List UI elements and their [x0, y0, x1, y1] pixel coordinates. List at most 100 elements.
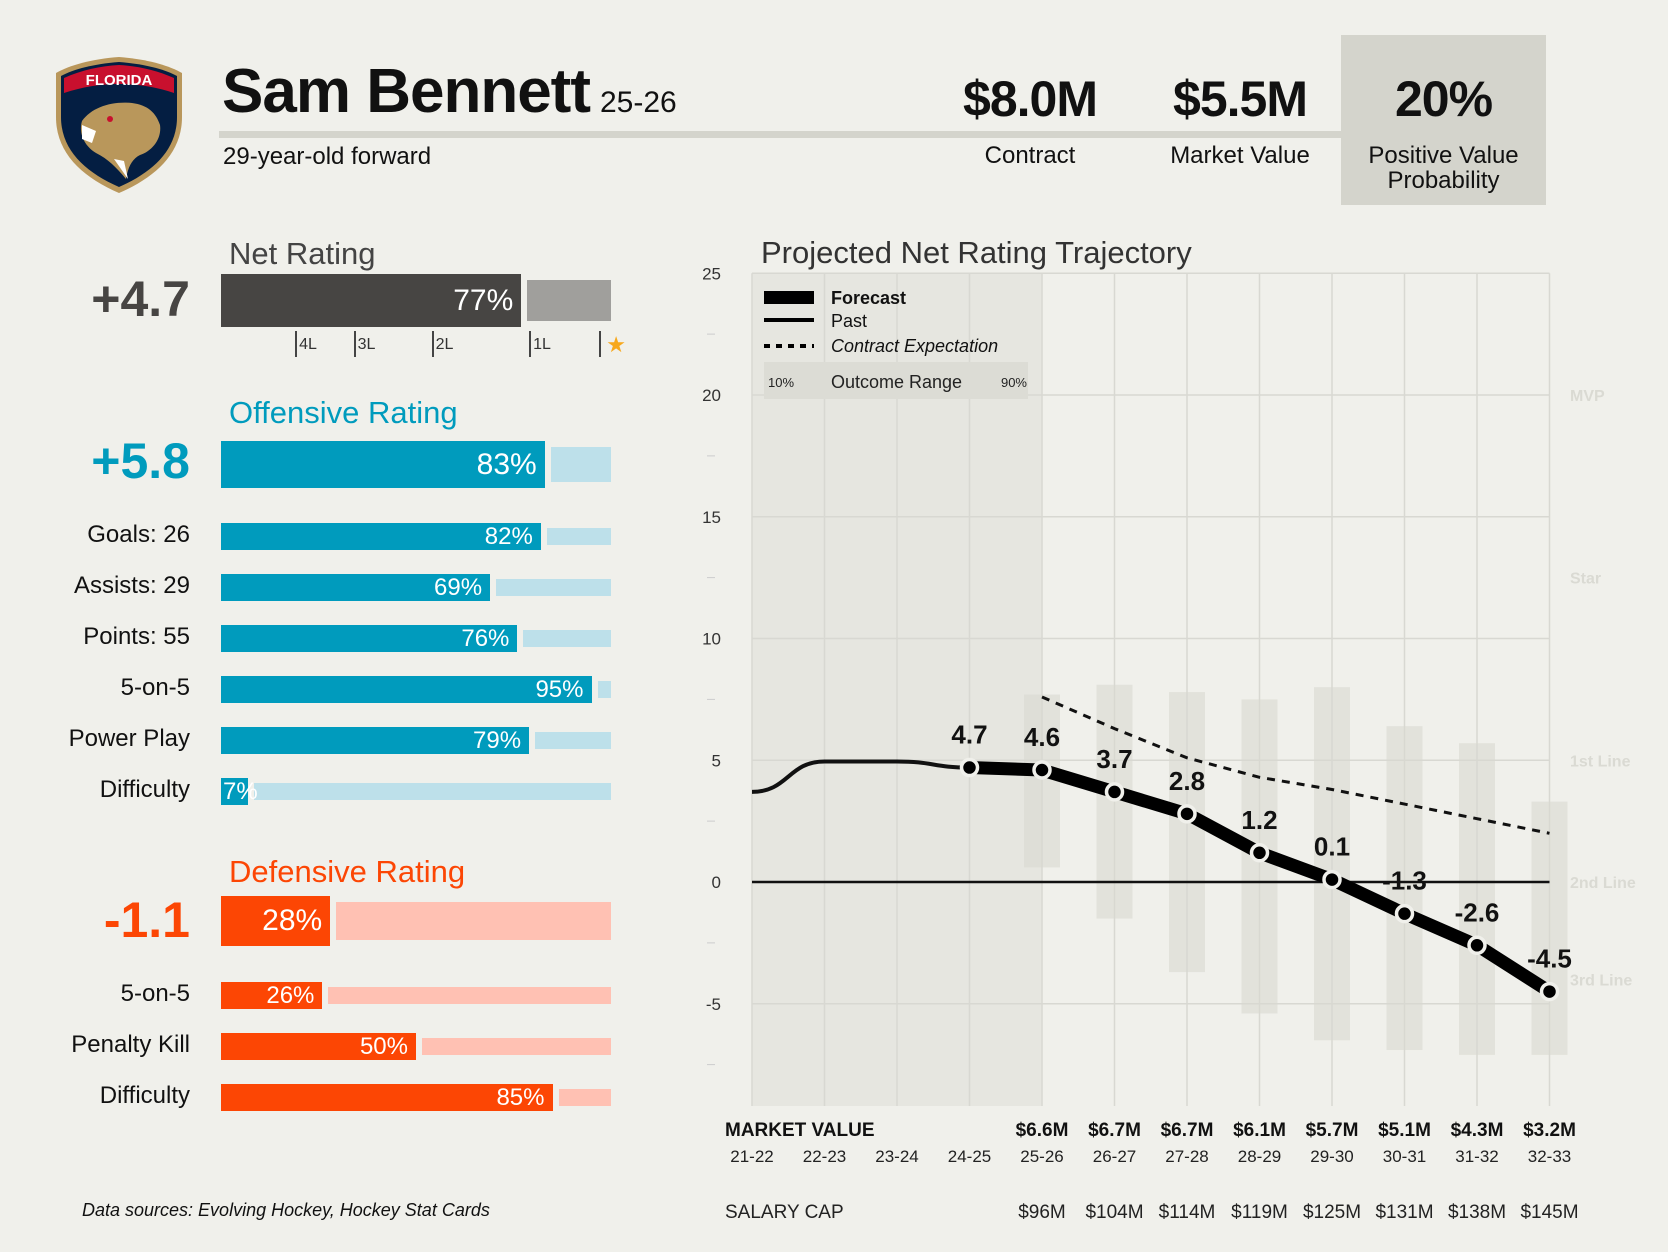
star-icon: ★: [606, 332, 627, 357]
y-tick-label: 15: [702, 508, 721, 527]
salary-cap-cell: $131M: [1375, 1202, 1433, 1223]
x-tick-label: 32-33: [1528, 1147, 1571, 1166]
salary-cap-cell: $145M: [1520, 1202, 1578, 1223]
forecast-value-label: -4.5: [1527, 944, 1572, 974]
tier-tick: [529, 331, 532, 357]
header-divider: [219, 131, 1341, 138]
season-label: 25-26: [599, 86, 677, 119]
defensive-row-bar-remainder: [328, 987, 611, 1004]
offensive-row-bar-percentile: 79%: [473, 727, 522, 754]
forecast-value-label: 4.6: [1024, 722, 1060, 752]
x-tick-label: 25-26: [1020, 1147, 1063, 1166]
outcome-range-bar: [1459, 743, 1495, 1055]
tier-label: 4L: [299, 336, 317, 353]
tier-label: 2nd Line: [1570, 875, 1636, 892]
offensive-rating-bar-remainder: [550, 447, 611, 482]
legend-forecast-label: Forecast: [831, 288, 906, 308]
tier-label: Star: [1570, 571, 1601, 588]
data-sources: Data sources: Evolving Hockey, Hockey St…: [82, 1200, 490, 1220]
offensive-row-label: Points: 55: [83, 623, 190, 650]
net-rating-bar-fill: [221, 274, 522, 327]
offensive-row-bar-remainder: [254, 783, 611, 800]
market-value: $5.5M: [1173, 71, 1308, 127]
forecast-value-label: 1.2: [1241, 805, 1277, 835]
market-value-label: Market Value: [1170, 142, 1310, 169]
pvp-label-line1: Positive Value: [1368, 142, 1519, 169]
y-tick-label: 10: [702, 630, 721, 649]
offensive-row-label: Difficulty: [99, 776, 190, 803]
offensive-rating-title: Offensive Rating: [229, 395, 458, 430]
forecast-point: [1032, 760, 1052, 780]
x-tick-label: 30-31: [1383, 1147, 1426, 1166]
salary-cap-cell: $96M: [1018, 1202, 1066, 1223]
x-tick-label: 27-28: [1165, 1147, 1208, 1166]
legend-outcome-range-swatch: [764, 362, 1028, 399]
outcome-range-bar: [1169, 692, 1205, 973]
logo-text: FLORIDA: [86, 72, 153, 89]
player-description: 29-year-old forward: [223, 143, 432, 170]
market-value-cell: $4.3M: [1451, 1120, 1504, 1141]
offensive-row-bar-remainder: [523, 630, 611, 647]
offensive-rating-bar-percentile: 83%: [476, 448, 537, 481]
tier-label: 3L: [357, 336, 376, 353]
market-value-cell: $6.6M: [1016, 1120, 1069, 1141]
defensive-row-bar-percentile: 26%: [266, 982, 315, 1009]
defensive-row-bar-percentile: 85%: [496, 1084, 545, 1111]
salary-cap-cell: $114M: [1159, 1202, 1216, 1223]
tier-tick: [599, 331, 602, 357]
x-tick-label: 22-23: [803, 1147, 846, 1166]
past-line: [751, 759, 970, 794]
offensive-row-bar-fill: [221, 523, 541, 550]
chart-title: Projected Net Rating Trajectory: [761, 235, 1192, 270]
forecast-value-label: -1.3: [1382, 866, 1427, 896]
salary-cap-cell: $125M: [1303, 1202, 1361, 1223]
x-tick-label: 24-25: [948, 1147, 991, 1166]
defensive-row-label: 5-on-5: [120, 980, 190, 1007]
forecast-point: [1104, 782, 1125, 802]
x-tick-label: 28-29: [1238, 1147, 1281, 1166]
team-logo: FLORIDA: [52, 55, 186, 195]
player-name-text: Sam Bennett: [222, 57, 591, 126]
net-rating-bar-remainder: [527, 280, 611, 321]
defensive-rating-bar-percentile: 28%: [262, 904, 323, 937]
tier-label: 1L: [533, 336, 551, 353]
florida-panthers-shield-icon: FLORIDA: [56, 57, 182, 193]
offensive-row-bar-remainder: [546, 528, 611, 545]
market-value-cell: $3.2M: [1523, 1120, 1576, 1141]
forecast-value-label: 4.7: [951, 720, 987, 750]
defensive-rating-value: -1.1: [103, 892, 190, 948]
forecast-point: [1177, 804, 1197, 824]
offensive-row-label: Goals: 26: [87, 521, 190, 548]
offensive-row-bar-remainder: [597, 681, 611, 698]
y-tick-label: 20: [702, 386, 721, 405]
net-rating-bar-percentile: 77%: [453, 284, 514, 317]
forecast-value-label: 3.7: [1096, 744, 1132, 774]
x-tick-label: 23-24: [875, 1147, 918, 1166]
legend-range-label: Outcome Range: [831, 372, 962, 392]
offensive-row-bar-fill: [221, 574, 491, 601]
net-rating-title: Net Rating: [229, 236, 376, 271]
legend-range-high: 90%: [1001, 375, 1027, 390]
defensive-row-bar-remainder: [422, 1038, 611, 1055]
market-value-cell: $6.1M: [1233, 1120, 1286, 1141]
tier-label: 3rd Line: [1570, 972, 1632, 989]
offensive-row-bar-percentile: 69%: [434, 574, 483, 601]
contract-expectation-line: [1041, 695, 1550, 835]
market-value-row-label: MARKET VALUE: [725, 1120, 875, 1141]
forecast-point: [1539, 981, 1560, 1002]
player-name: Sam Bennett 25-26: [222, 56, 677, 127]
defensive-row-bar-fill: [221, 1033, 416, 1060]
offensive-row-bar-percentile: 95%: [535, 676, 584, 703]
positive-value-probability: 20%: [1394, 71, 1493, 127]
defensive-rating-title: Defensive Rating: [229, 854, 466, 889]
market-value-cell: $5.7M: [1306, 1120, 1359, 1141]
x-tick-label: 29-30: [1310, 1147, 1353, 1166]
tier-label: MVP: [1570, 388, 1605, 405]
salary-cap-row-label: SALARY CAP: [725, 1202, 844, 1223]
offensive-row-bar-fill: [221, 625, 518, 652]
y-tick-label: 0: [712, 873, 721, 892]
offensive-row-bar-remainder: [496, 579, 611, 596]
y-tick-label: -5: [706, 995, 721, 1014]
legend-contract-label: Contract Expectation: [831, 336, 998, 356]
